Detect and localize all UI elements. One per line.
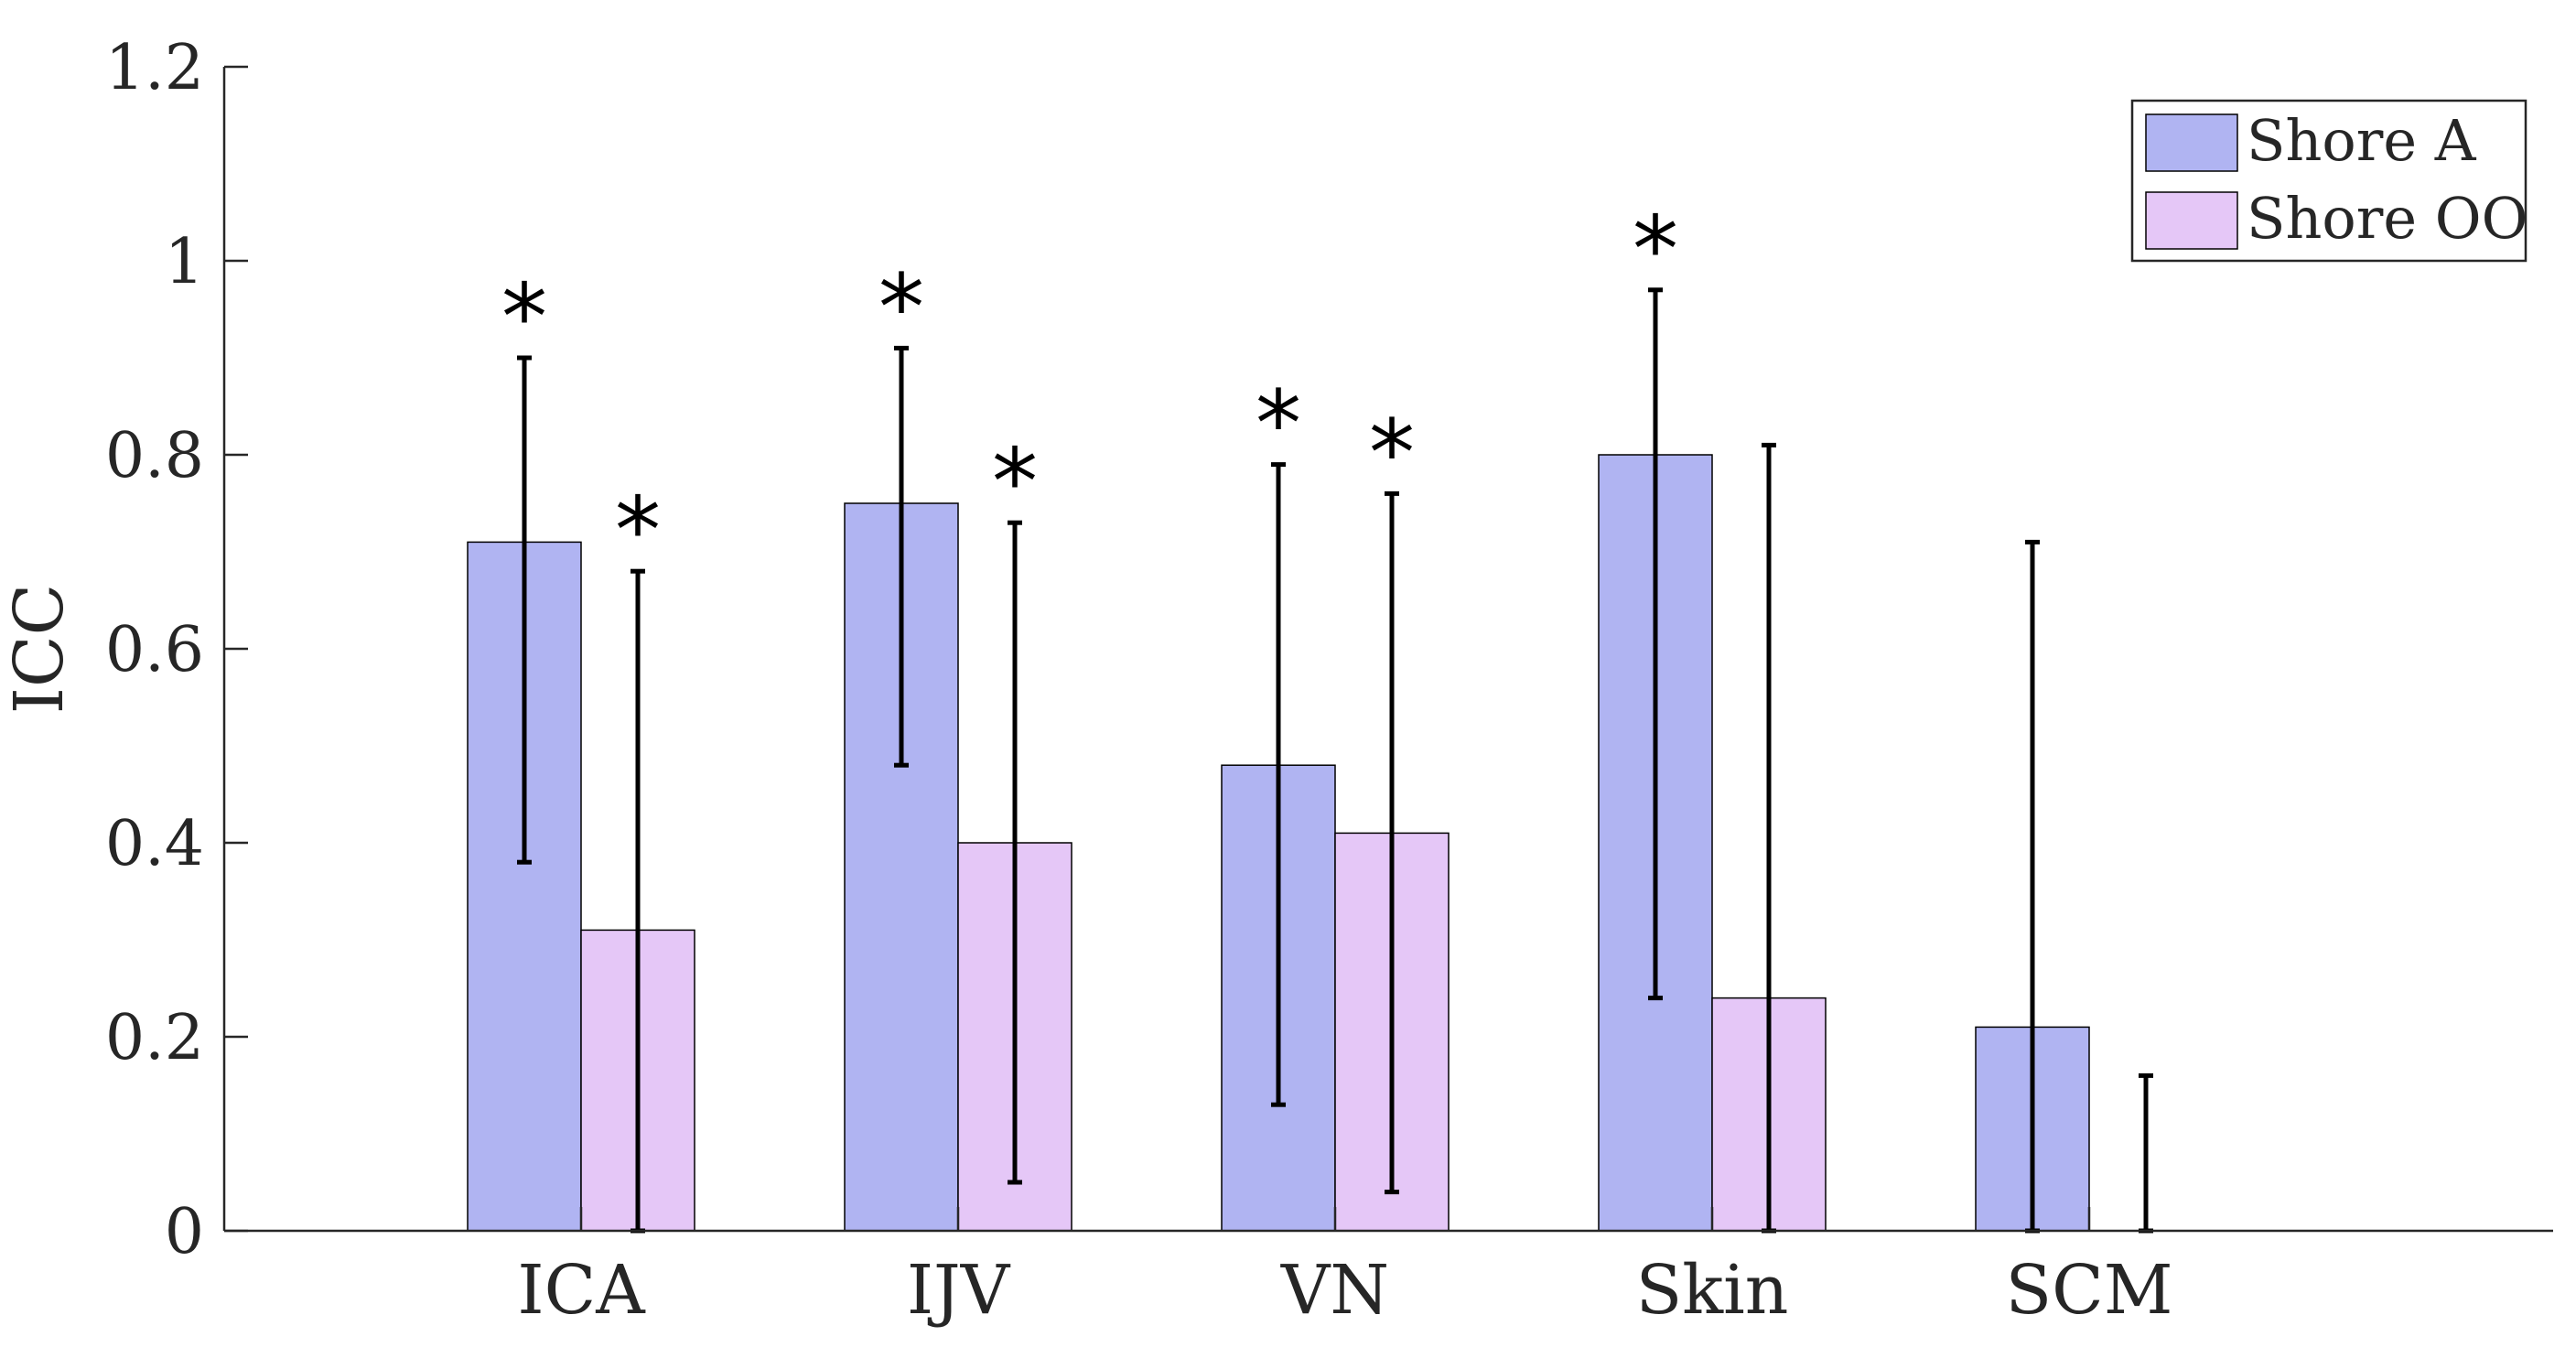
error-bar-scm-shore-oo: [2139, 1072, 2153, 1234]
y-tick-label: 0.2: [105, 1002, 204, 1074]
y-tick-label: 1: [165, 226, 204, 298]
significance-star: *: [1369, 399, 1415, 506]
y-tick-label: 0: [165, 1196, 204, 1268]
x-tick-label-scm: SCM: [2005, 1251, 2172, 1330]
x-tick-label-ijv: IJV: [907, 1251, 1011, 1330]
legend-label-shore-oo: Shore OO: [2247, 185, 2527, 252]
y-tick-label: 0.4: [105, 808, 204, 880]
error-bar-ica-shore-a: [517, 355, 532, 865]
significance-star: *: [1256, 371, 1301, 478]
error-bar-ijv-shore-a: [894, 345, 909, 768]
y-tick-label: 0.6: [105, 614, 204, 686]
legend-label-shore-a: Shore A: [2247, 107, 2477, 174]
x-tick-label-skin: Skin: [1636, 1251, 1789, 1330]
y-tick-label: 1.2: [105, 32, 204, 104]
error-bar-vn-shore-a: [1271, 462, 1286, 1107]
error-bar-skin-shore-a: [1648, 287, 1663, 1001]
significance-star: *: [1633, 196, 1678, 303]
significance-star: *: [501, 264, 547, 371]
y-axis-title: ICC: [0, 584, 79, 714]
legend-swatch-shore-a: [2145, 113, 2238, 172]
y-tick-label: 0.8: [105, 420, 204, 492]
significance-star: *: [878, 253, 924, 361]
error-bar-vn-shore-oo: [1385, 490, 1399, 1195]
significance-star: *: [992, 428, 1038, 535]
x-tick-label-vn: VN: [1280, 1251, 1389, 1330]
x-tick-label-ica: ICA: [517, 1251, 646, 1330]
legend-swatch-shore-oo: [2145, 191, 2238, 250]
error-bar-ijv-shore-oo: [1008, 520, 1022, 1185]
significance-star: *: [615, 477, 661, 584]
